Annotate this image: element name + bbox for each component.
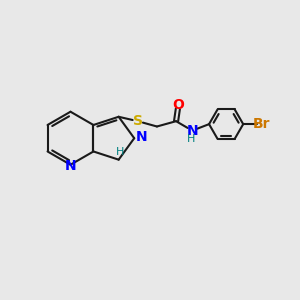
Text: N: N (65, 159, 76, 173)
Text: H: H (187, 134, 196, 145)
Text: S: S (133, 114, 143, 128)
Text: O: O (172, 98, 184, 112)
Text: H: H (116, 147, 124, 157)
Text: N: N (136, 130, 147, 144)
Text: Br: Br (253, 117, 270, 131)
Text: N: N (187, 124, 198, 138)
